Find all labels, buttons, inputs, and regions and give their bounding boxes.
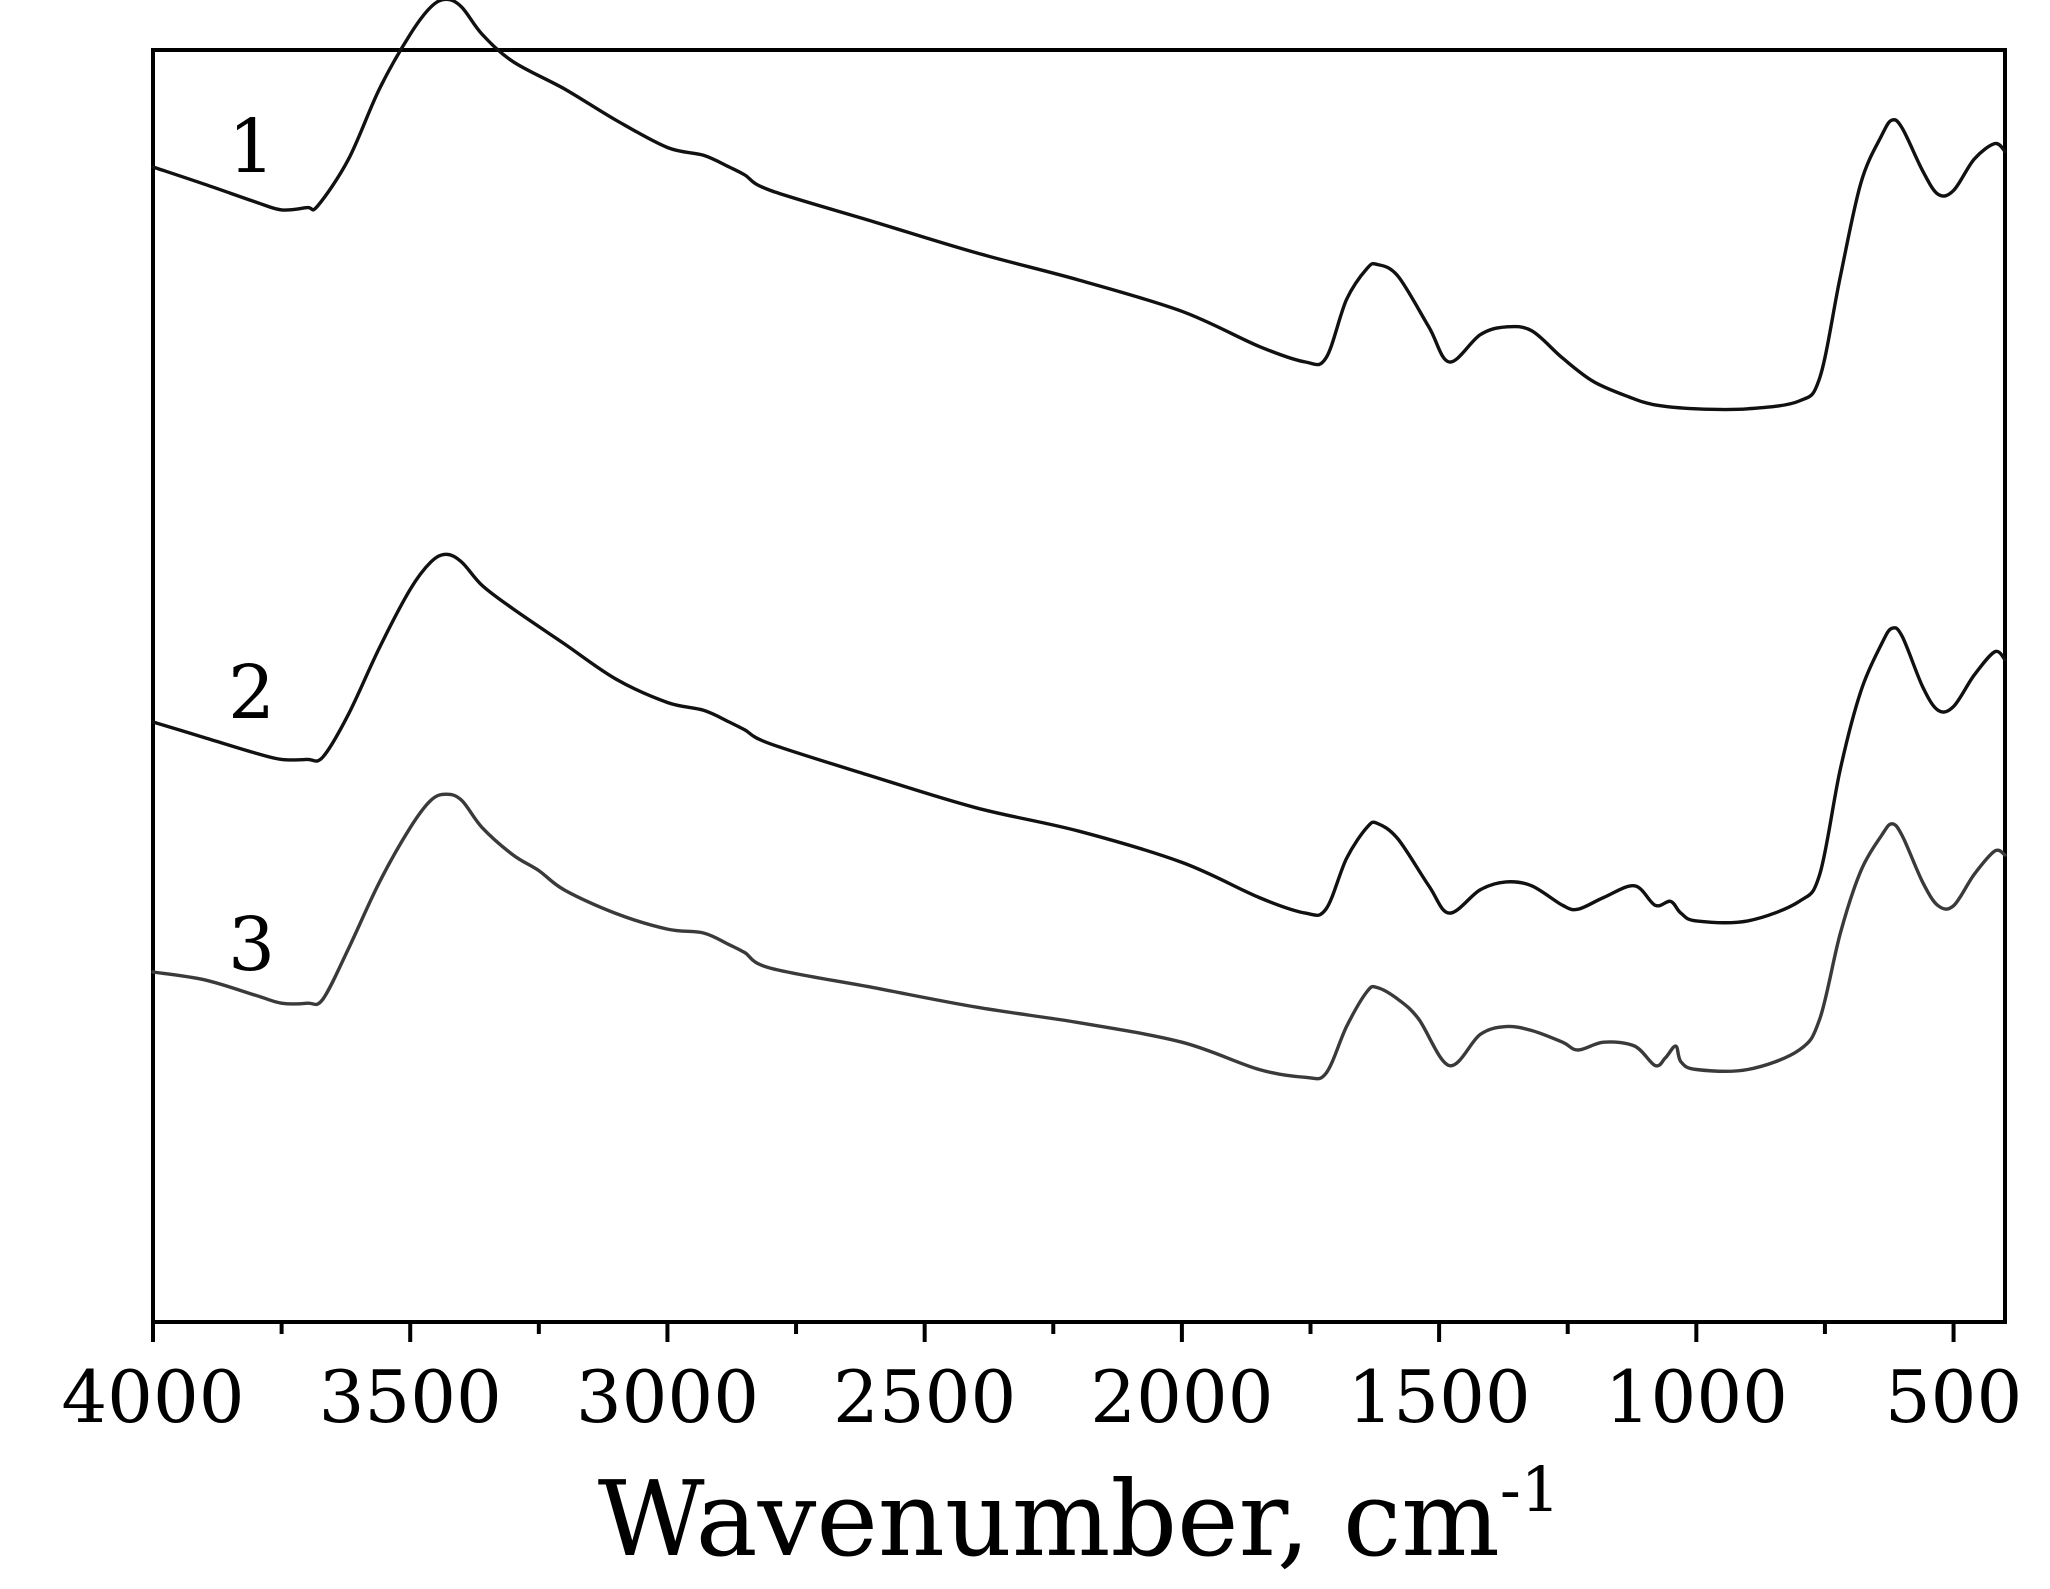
series-line-1 (151, 0, 2007, 412)
curve-label-2: 2 (228, 650, 275, 736)
x-axis-title-superscript: -1 (1500, 1453, 1560, 1526)
x-axis-ticks (151, 1322, 1956, 1342)
x-tick-label: 500 (1885, 1355, 2022, 1439)
x-tick-label: 2500 (833, 1355, 1016, 1439)
x-tick-label: 1000 (1605, 1355, 1788, 1439)
plot-frame (151, 48, 2007, 1324)
x-axis-tick-labels: 4000 3500 3000 2500 2000 1500 1000 500 (61, 1355, 2022, 1439)
series-layer (151, 0, 2007, 1081)
x-tick-label: 2000 (1090, 1355, 1273, 1439)
series-line-2 (151, 552, 2007, 925)
x-tick-label: 3500 (319, 1355, 502, 1439)
curve-labels: 1 2 3 (228, 104, 275, 988)
x-tick-label: 1500 (1347, 1355, 1530, 1439)
x-tick-label: 4000 (61, 1355, 244, 1439)
series-line-3 (151, 792, 2007, 1081)
curve-label-1: 1 (228, 104, 275, 190)
curve-label-3: 3 (228, 902, 275, 988)
x-tick-label: 3000 (576, 1355, 759, 1439)
x-axis-title: Wavenumber, cm-1 (598, 1453, 1561, 1580)
x-axis-title-main: Wavenumber, cm (598, 1458, 1500, 1580)
